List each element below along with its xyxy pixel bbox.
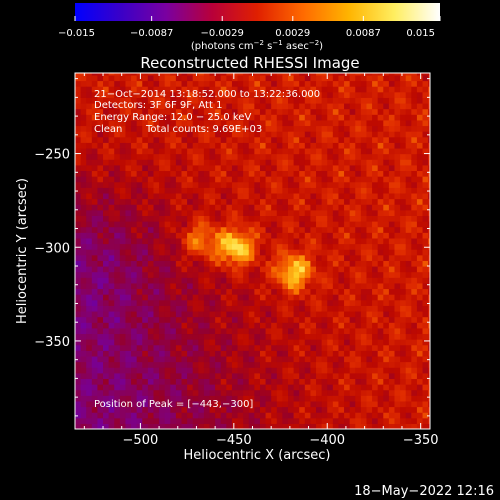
colorbar-tick-label: −0.0087: [130, 28, 173, 39]
chart-title: Reconstructed RHESSI Image: [140, 54, 359, 72]
info-energy: Energy Range: 12.0 − 25.0 keV: [94, 112, 251, 123]
colorbar-tick-label: 0.0029: [275, 28, 310, 39]
x-tick-label: −450: [216, 433, 252, 448]
footer-timestamp: 18−May−2022 12:16: [354, 484, 494, 499]
colorbar-tick-label: 0.0087: [346, 28, 381, 39]
y-axis-label: Heliocentric Y (arcsec): [15, 178, 30, 324]
info-peak-position: Position of Peak = [−443,−300]: [94, 399, 253, 410]
axis-ticks: −500 −450 −400 −350 −250 −300 −350: [34, 73, 439, 448]
info-method: Clean: [94, 124, 122, 135]
y-tick-label: −250: [34, 148, 70, 163]
y-tick-label: −300: [34, 241, 70, 256]
colorbar-tick-label: 0.015: [406, 28, 435, 39]
y-tick-label: −350: [34, 335, 70, 350]
colorbar-ticks: −0.015 −0.0087 −0.0029 0.0029 0.0087 0.015: [58, 16, 441, 39]
info-time-range: 21−Oct−2014 13:18:52.000 to 13:22:36.000: [94, 89, 320, 100]
colorbar-tick-label: −0.0029: [201, 28, 244, 39]
heatmap-image: [75, 73, 430, 429]
colorbar-tick-label: −0.015: [58, 28, 95, 39]
info-counts: Total counts: 9.69E+03: [145, 124, 262, 135]
x-tick-label: −500: [123, 433, 159, 448]
x-tick-label: −350: [403, 433, 439, 448]
x-tick-label: −400: [309, 433, 345, 448]
x-axis-label: Heliocentric X (arcsec): [184, 448, 331, 463]
info-detectors: Detectors: 3F 6F 9F, Att 1: [94, 100, 222, 111]
colorbar: [75, 3, 440, 21]
colorbar-unit-label: (photons cm−2 s−1 asec−2): [191, 39, 323, 52]
